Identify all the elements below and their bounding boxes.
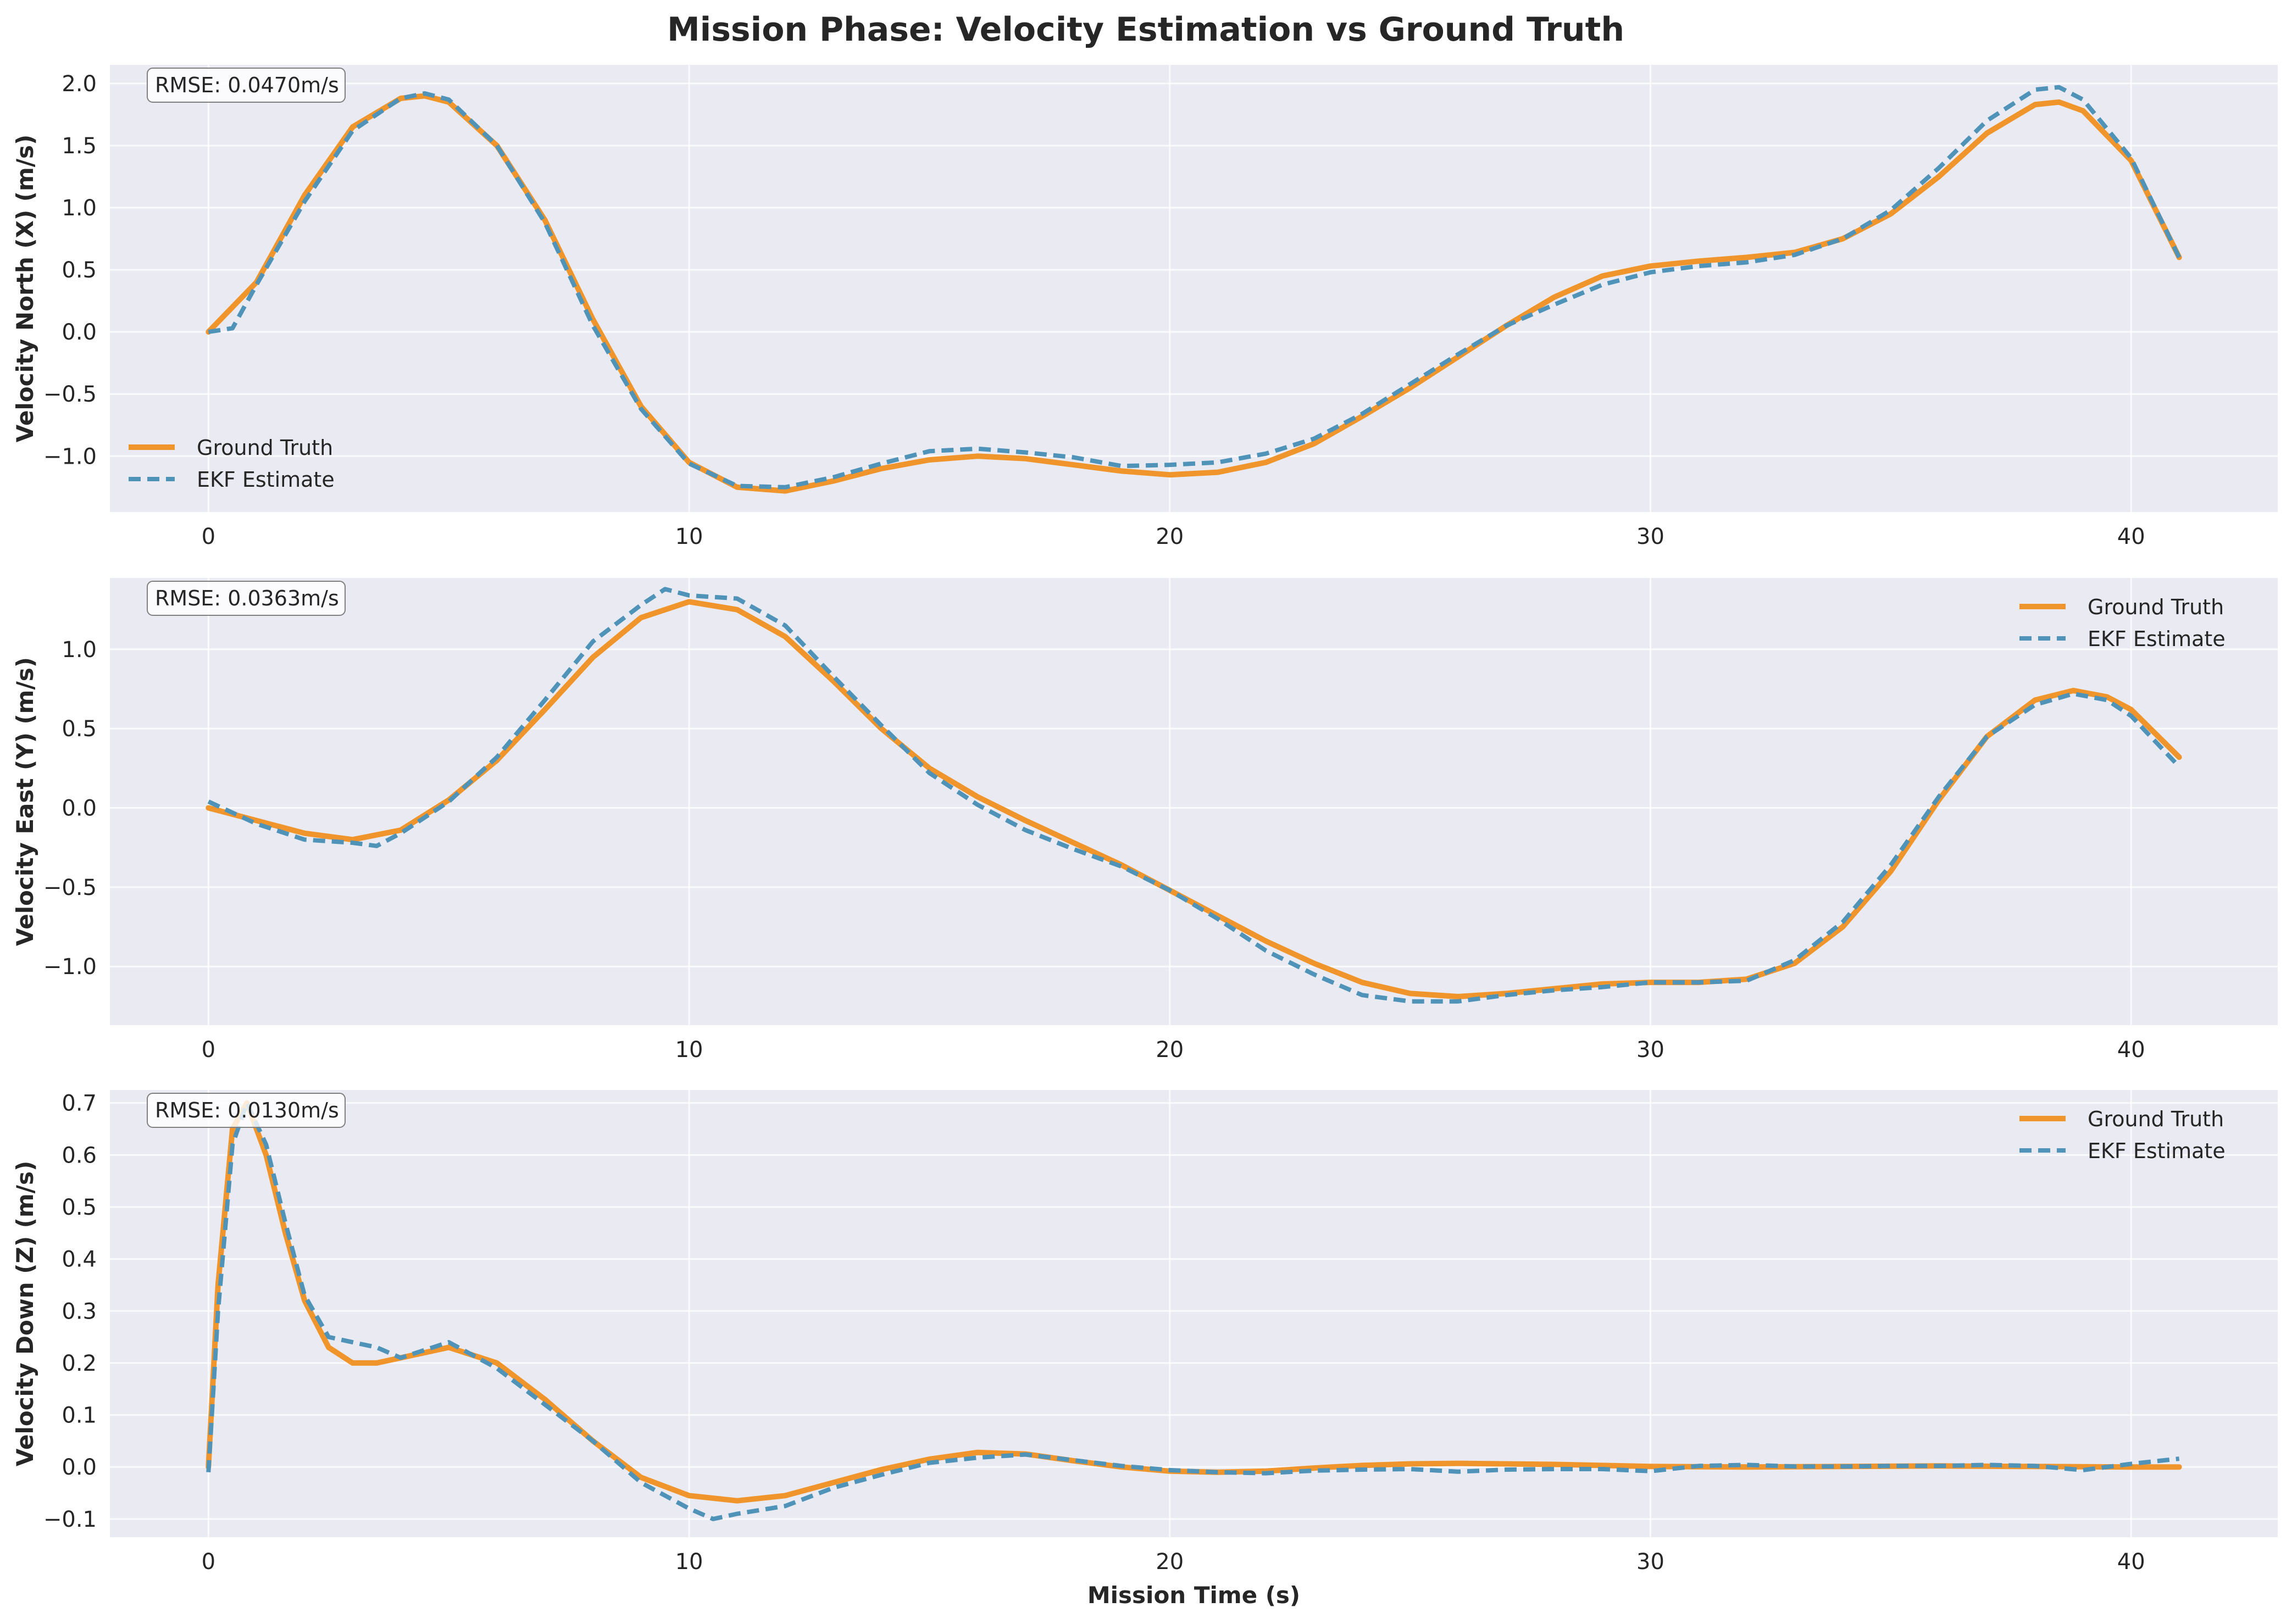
- subplot-1: −1.0 −0.5 0.0 0.5 1.0 1.5 2.0 0 10 20 30 40 Velocity…: [12, 65, 2278, 549]
- legend-label: Ground Truth: [2088, 595, 2224, 619]
- y-tick-label: 0.0: [62, 1455, 97, 1480]
- legend-label: Ground Truth: [2088, 1107, 2224, 1131]
- rmse-text: RMSE: 0.0130m/s: [155, 1098, 339, 1122]
- y-tick-label: 1.0: [62, 637, 97, 663]
- ground-truth-line: [206, 93, 2182, 494]
- y-tick-label: 0.3: [62, 1299, 97, 1324]
- rmse-annotation: RMSE: 0.0130m/s: [147, 1093, 346, 1128]
- x-tick-label: 30: [1636, 1037, 1664, 1063]
- y-tick-label: 0.5: [62, 1195, 97, 1220]
- plot-area: [110, 65, 2278, 512]
- x-tick-label: 40: [2117, 524, 2145, 549]
- legend: Ground Truth EKF Estimate: [2019, 595, 2226, 651]
- legend-label: EKF Estimate: [2088, 1139, 2226, 1163]
- ground-truth-line: [206, 599, 2182, 999]
- x-tick-label: 20: [1156, 1549, 1184, 1575]
- legend: Ground Truth EKF Estimate: [2019, 1107, 2226, 1163]
- rmse-box: [147, 68, 346, 103]
- rmse-annotation: RMSE: 0.0363m/s: [147, 581, 346, 616]
- rmse-box: [147, 581, 346, 616]
- y-tick-label: 0.2: [62, 1351, 97, 1376]
- legend-label: EKF Estimate: [197, 468, 335, 492]
- y-tick-label: −1.0: [43, 444, 97, 469]
- rmse-box: [147, 1093, 346, 1128]
- y-tick-label: 0.1: [62, 1403, 97, 1428]
- legend-label: Ground Truth: [197, 436, 333, 460]
- y-tick-label: 0.5: [62, 716, 97, 742]
- subplot-3: −0.1 0.0 0.1 0.2 0.3 0.4 0.5 0.6 0.7 0 10 20 30 40 Vel…: [12, 1090, 2278, 1609]
- x-tick-label: 20: [1156, 1037, 1184, 1063]
- x-tick-label: 0: [202, 1037, 215, 1063]
- legend: Ground Truth EKF Estimate: [129, 436, 335, 492]
- y-tick-label: −0.1: [43, 1507, 97, 1532]
- y-tick-label: 0.7: [62, 1091, 97, 1116]
- y-tick-label: 0.0: [62, 320, 97, 345]
- ground-truth-line: [206, 1100, 2182, 1504]
- x-tick-label: 30: [1636, 1549, 1664, 1575]
- legend-label: EKF Estimate: [2088, 627, 2226, 651]
- y-tick-label: 0.5: [62, 258, 97, 283]
- y-tick-label: −0.5: [43, 382, 97, 407]
- x-tick-label: 40: [2117, 1549, 2145, 1575]
- x-tick-label: 10: [675, 1037, 703, 1063]
- plot-area: [110, 578, 2278, 1025]
- rmse-text: RMSE: 0.0363m/s: [155, 586, 339, 610]
- y-tick-label: 2.0: [62, 71, 97, 97]
- y-tick-label: −0.5: [43, 875, 97, 900]
- y-axis-label: Velocity East (Y) (m/s): [12, 657, 38, 946]
- y-tick-label: 0.6: [62, 1143, 97, 1168]
- y-tick-label: 0.4: [62, 1247, 97, 1272]
- figure-title: Mission Phase: Velocity Estimation vs Gr…: [667, 10, 1624, 49]
- x-tick-label: 0: [202, 524, 215, 549]
- subplot-2: −1.0 −0.5 0.0 0.5 1.0 0 10 20 30 40 Velocity East …: [12, 578, 2278, 1063]
- x-tick-label: 10: [675, 524, 703, 549]
- rmse-text: RMSE: 0.0470m/s: [155, 73, 339, 97]
- y-tick-label: −1.0: [43, 954, 97, 980]
- x-tick-label: 0: [202, 1549, 215, 1575]
- y-tick-label: 1.0: [62, 196, 97, 221]
- plot-area: [110, 1090, 2278, 1537]
- x-tick-label: 30: [1636, 524, 1664, 549]
- x-axis-label: Mission Time (s): [1087, 1582, 1300, 1609]
- y-tick-label: 1.5: [62, 134, 97, 159]
- rmse-annotation: RMSE: 0.0470m/s: [147, 68, 346, 103]
- ekf-estimate-line: [207, 587, 2181, 1004]
- x-tick-label: 40: [2117, 1037, 2145, 1063]
- x-tick-label: 10: [675, 1549, 703, 1575]
- ekf-estimate-line: [208, 85, 2182, 490]
- x-tick-label: 20: [1156, 524, 1184, 549]
- y-axis-label: Velocity Down (Z) (m/s): [12, 1161, 38, 1466]
- y-axis-label: Velocity North (X) (m/s): [12, 135, 38, 443]
- subplot-panels: −1.0 −0.5 0.0 0.5 1.0 1.5 2.0 0 10 20 30 40 Velocity…: [12, 65, 2278, 1609]
- ekf-estimate-line: [206, 1100, 2180, 1521]
- y-tick-label: 0.0: [62, 796, 97, 821]
